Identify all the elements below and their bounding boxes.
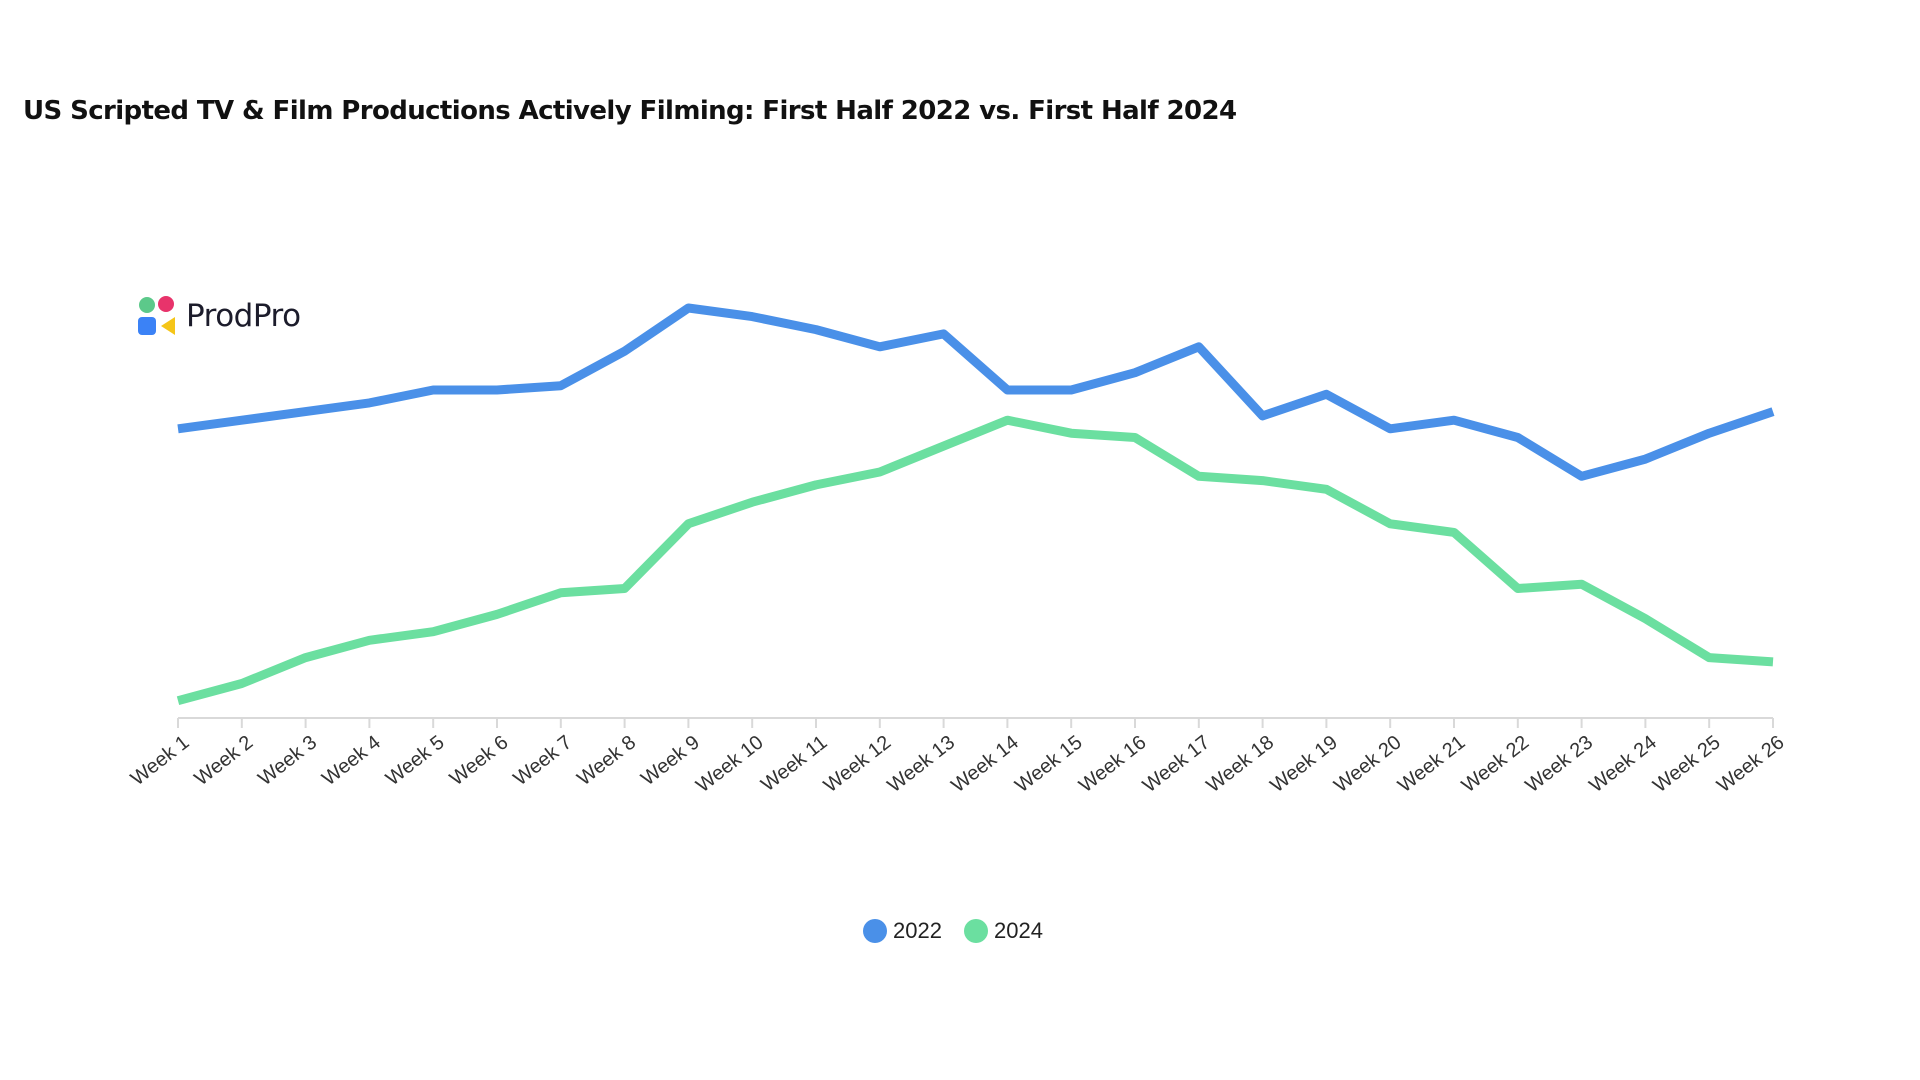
x-tick-label: Week 25 bbox=[1649, 731, 1724, 797]
chart-legend: 2022 2024 bbox=[0, 918, 1913, 944]
x-tick-label: Week 13 bbox=[884, 731, 959, 797]
x-tick-label: Week 17 bbox=[1139, 731, 1214, 797]
x-tick-label: Week 14 bbox=[947, 731, 1022, 797]
x-tick-label: Week 26 bbox=[1713, 731, 1788, 797]
x-tick-label: Week 1 bbox=[127, 731, 194, 790]
legend-item-2022[interactable]: 2022 bbox=[863, 918, 942, 944]
x-tick-label: Week 20 bbox=[1330, 731, 1405, 797]
x-tick-label: Week 11 bbox=[757, 731, 831, 796]
x-tick-label: Week 23 bbox=[1522, 731, 1597, 797]
prodpro-logo-text: ProdPro bbox=[186, 298, 301, 334]
x-tick-label: Week 24 bbox=[1585, 731, 1660, 797]
x-tick-label: Week 7 bbox=[510, 731, 577, 790]
legend-label-2022: 2022 bbox=[893, 918, 942, 943]
x-tick-label: Week 4 bbox=[318, 731, 385, 790]
legend-swatch-2024 bbox=[964, 919, 988, 943]
chart-title: US Scripted TV & Film Productions Active… bbox=[23, 96, 1237, 126]
x-tick-label: Week 5 bbox=[382, 731, 449, 790]
x-tick-label: Week 16 bbox=[1075, 731, 1150, 797]
x-tick-label: Week 3 bbox=[254, 731, 321, 790]
series-line-2022[interactable] bbox=[177, 303, 1775, 481]
prodpro-logo-icon bbox=[138, 296, 175, 335]
x-tick-label: Week 21 bbox=[1394, 731, 1469, 797]
x-tick-label: Week 12 bbox=[820, 731, 895, 797]
legend-swatch-2022 bbox=[863, 919, 888, 943]
x-tick-label: Week 19 bbox=[1266, 731, 1341, 797]
x-axis bbox=[177, 717, 1774, 728]
prodpro-logo: ProdPro bbox=[138, 296, 301, 336]
x-tick-label: Week 18 bbox=[1203, 731, 1278, 797]
x-tick-label: Week 15 bbox=[1011, 731, 1086, 797]
legend-label-2024: 2024 bbox=[994, 918, 1043, 943]
x-tick-label: Week 10 bbox=[692, 731, 767, 797]
x-tick-label: Week 8 bbox=[573, 731, 640, 790]
x-tick-label: Week 22 bbox=[1458, 731, 1533, 797]
x-tick-label: Week 6 bbox=[446, 731, 513, 790]
x-tick-label: Week 2 bbox=[191, 731, 258, 790]
series-line-2024[interactable] bbox=[176, 415, 1774, 706]
series-lines bbox=[176, 303, 1775, 706]
legend-item-2024[interactable]: 2024 bbox=[964, 918, 1043, 944]
